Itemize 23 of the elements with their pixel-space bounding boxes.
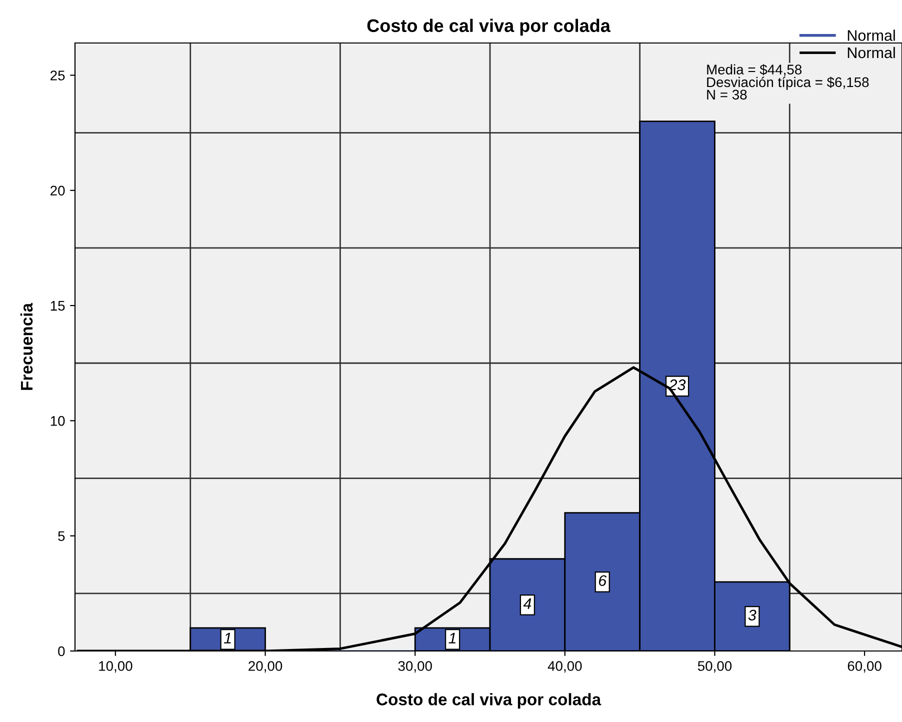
x-tick-label: 60,00	[848, 661, 882, 673]
legend-label: Normal	[848, 46, 895, 58]
x-axis-title: Costo de cal viva por colada	[376, 693, 602, 709]
x-tick-label: 20,00	[248, 661, 282, 673]
annotation: Media = $44,58 Desviación típica = $6,158 N = 38	[707, 64, 869, 100]
y-tick-label: 0	[58, 646, 65, 656]
x-tick-label: 40,00	[548, 661, 582, 673]
data-label: 6	[598, 575, 607, 586]
data-label: 3	[748, 610, 756, 621]
x-tick-label: 50,00	[698, 661, 732, 673]
data-label: 4	[523, 598, 532, 609]
x-tick-label: 10,00	[99, 661, 132, 673]
y-tick-label: 20	[50, 186, 65, 196]
legend-label: Normal	[848, 30, 895, 41]
x-tick-label: 30,00	[398, 661, 432, 673]
data-label: 1	[224, 632, 231, 644]
y-axis-title: Frecuencia	[20, 302, 33, 390]
y-tick-label: 10	[50, 416, 65, 426]
y-tick-label: 5	[58, 531, 65, 542]
chart-title: Costo de cal viva por colada	[367, 18, 611, 36]
y-tick-label: 25	[50, 70, 65, 80]
y-tick-label: 15	[50, 301, 65, 311]
data-label: 1	[448, 632, 456, 644]
